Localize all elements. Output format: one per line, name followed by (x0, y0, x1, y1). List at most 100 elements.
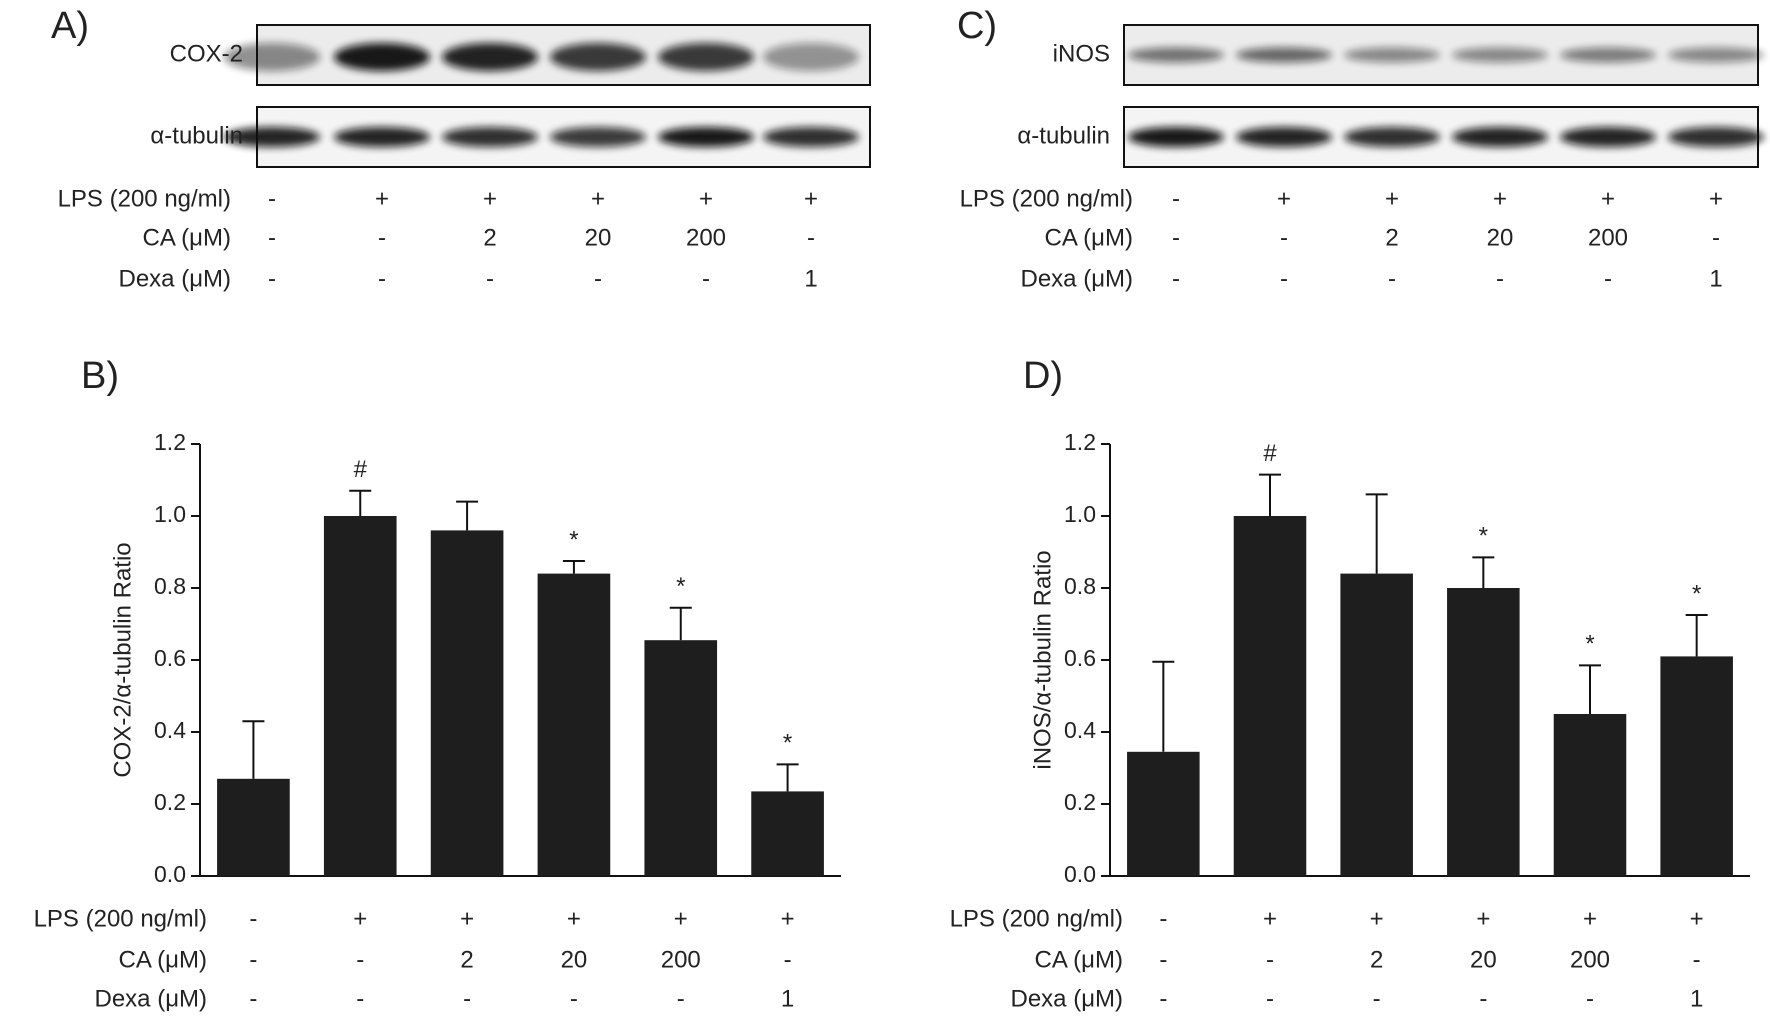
blot-band (1344, 47, 1440, 63)
panel-label: C) (957, 5, 997, 47)
condition-value: - (268, 224, 276, 251)
condition-value: - (249, 946, 257, 973)
condition-label: Dexa (μM) (1011, 985, 1124, 1012)
condition-label: Dexa (μM) (95, 985, 208, 1012)
blot-band (224, 43, 320, 71)
condition-value: - (1586, 985, 1594, 1012)
blot-band (658, 127, 754, 147)
condition-value: + (699, 185, 713, 212)
condition-value: + (1583, 905, 1597, 932)
blot-band (763, 127, 859, 147)
condition-value: 20 (1470, 946, 1497, 973)
panel-label: D) (1023, 355, 1063, 397)
bar (323, 516, 397, 876)
condition-value: - (1159, 946, 1167, 973)
condition-value: 200 (661, 946, 701, 973)
condition-value: - (1159, 985, 1167, 1012)
bar (217, 778, 290, 876)
condition-label: CA (μM) (143, 224, 232, 251)
condition-value: - (1172, 265, 1180, 292)
condition-value: 20 (1487, 224, 1514, 251)
condition-value: - (1496, 265, 1504, 292)
condition-value: 1 (1690, 985, 1703, 1012)
condition-value: 2 (460, 946, 473, 973)
condition-value: - (486, 265, 494, 292)
condition-value: 2 (483, 224, 496, 251)
condition-value: + (804, 185, 818, 212)
y-tick-label: 0.2 (154, 789, 186, 815)
condition-value: - (268, 265, 276, 292)
condition-value: + (353, 905, 367, 932)
condition-value: - (1172, 224, 1180, 251)
condition-value: - (356, 985, 364, 1012)
y-tick-label: 1.0 (1064, 501, 1096, 527)
blot-row-label: α-tubulin (150, 122, 243, 149)
blot-band (1128, 47, 1224, 63)
condition-label: LPS (200 ng/ml) (960, 185, 1133, 212)
condition-value: - (807, 224, 815, 251)
bar (1447, 588, 1520, 876)
bar (1127, 751, 1200, 876)
condition-value: 1 (781, 985, 794, 1012)
blot-band (658, 43, 754, 71)
condition-value: 200 (1588, 224, 1628, 251)
y-tick-label: 0.6 (1064, 645, 1096, 671)
significance-mark: * (1585, 631, 1594, 658)
condition-value: - (702, 265, 710, 292)
blot-band (1560, 127, 1656, 147)
condition-value: - (356, 946, 364, 973)
blot-band (1668, 127, 1764, 147)
condition-value: + (1263, 905, 1277, 932)
blot-band (550, 127, 646, 147)
condition-value: 200 (1570, 946, 1610, 973)
significance-mark: * (1479, 523, 1488, 550)
condition-label: LPS (200 ng/ml) (34, 905, 207, 932)
condition-value: - (570, 985, 578, 1012)
panel-label: A) (51, 5, 89, 47)
blot-band (224, 127, 320, 147)
y-tick-label: 1.2 (1064, 429, 1096, 455)
bar (1660, 656, 1733, 876)
bar (751, 791, 824, 876)
bar (644, 640, 718, 876)
condition-value: - (1266, 946, 1274, 973)
condition-value: + (1601, 185, 1615, 212)
condition-value: - (463, 985, 471, 1012)
y-tick-label: 0.0 (1064, 861, 1096, 887)
y-axis-label: COX-2/α-tubulin Ratio (109, 542, 136, 777)
condition-value: - (1172, 185, 1180, 212)
blot-band (334, 127, 430, 147)
condition-value: 1 (804, 265, 817, 292)
bar (430, 530, 504, 876)
blot-band (1560, 47, 1656, 63)
condition-value: + (483, 185, 497, 212)
y-tick-label: 0.2 (1064, 789, 1096, 815)
condition-value: - (1373, 985, 1381, 1012)
condition-value: - (1693, 946, 1701, 973)
condition-value: 200 (686, 224, 726, 251)
condition-value: - (594, 265, 602, 292)
significance-mark: * (569, 526, 578, 553)
y-tick-label: 0.8 (1064, 573, 1096, 599)
condition-value: - (1280, 224, 1288, 251)
condition-value: + (591, 185, 605, 212)
condition-value: - (249, 985, 257, 1012)
y-tick-label: 0.8 (154, 573, 186, 599)
blot-band (1452, 47, 1548, 63)
significance-mark: * (783, 730, 792, 757)
condition-label: LPS (200 ng/ml) (58, 185, 231, 212)
blot-row-label: iNOS (1053, 40, 1110, 67)
condition-value: + (375, 185, 389, 212)
blot-band (442, 127, 538, 147)
condition-value: + (1493, 185, 1507, 212)
condition-value: - (249, 905, 257, 932)
significance-mark: * (1692, 580, 1701, 607)
bar (1340, 573, 1413, 876)
y-tick-label: 0.4 (154, 717, 186, 743)
blot-band (1668, 47, 1764, 63)
condition-value: + (781, 905, 795, 932)
blot-row-label: α-tubulin (1017, 122, 1110, 149)
condition-value: - (1159, 905, 1167, 932)
blot-row-label: COX-2 (170, 40, 243, 67)
